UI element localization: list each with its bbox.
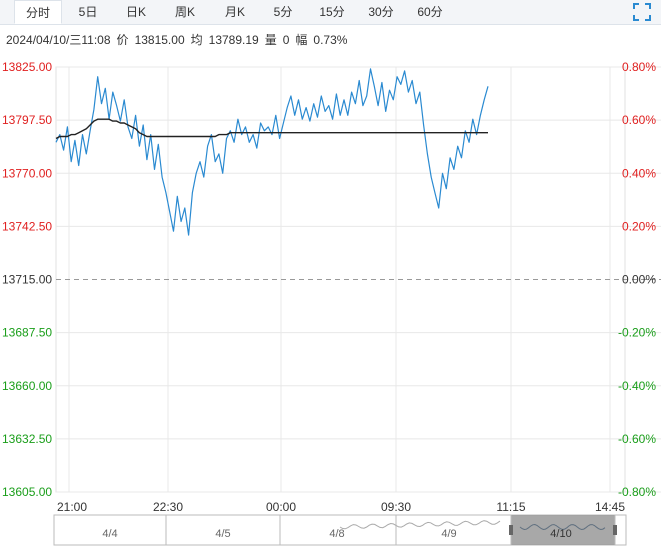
tab-daily-k[interactable]: 日K xyxy=(125,5,146,19)
minimap-sparkline xyxy=(339,520,501,530)
tab-15min[interactable]: 15分 xyxy=(319,5,345,19)
x-tick-label: 09:30 xyxy=(381,500,411,514)
change-value: 0.73% xyxy=(313,33,348,47)
y-tick-left: 13687.50 xyxy=(2,326,52,340)
price-label: 价 xyxy=(116,33,129,47)
y-tick-left: 13632.50 xyxy=(2,432,52,446)
minimap-right-handle[interactable] xyxy=(613,525,617,535)
minimap-sparkline-selected xyxy=(519,523,606,531)
tab-30min[interactable]: 30分 xyxy=(368,5,394,19)
y-tick-right: 0.20% xyxy=(622,219,656,233)
price-line xyxy=(55,68,489,236)
tab-5min[interactable]: 5分 xyxy=(273,5,293,19)
minimap-date-label: 4/8 xyxy=(329,528,344,540)
y-tick-left: 13715.00 xyxy=(2,273,52,287)
change-label: 幅 xyxy=(295,33,308,47)
x-tick-label: 11:15 xyxy=(496,500,525,514)
avg-value: 13789.19 xyxy=(208,33,259,47)
quote-info-bar: 2024/04/10/三11:08 价 13815.00 均 13789.19 量 0 幅 0.… xyxy=(6,31,353,48)
y-tick-right: 0.60% xyxy=(622,113,656,127)
minimap-selection[interactable] xyxy=(511,515,615,545)
price-value: 13815.00 xyxy=(134,33,185,47)
volume-label: 量 xyxy=(264,33,277,47)
minimap-date-label: 4/10 xyxy=(550,528,571,540)
y-tick-left: 13825.00 xyxy=(2,60,52,74)
fullscreen-icon[interactable] xyxy=(633,3,651,21)
y-tick-left: 13797.50 xyxy=(2,113,52,127)
x-tick-label: 21:00 xyxy=(57,500,87,514)
y-tick-right: 0.80% xyxy=(622,60,656,74)
volume-value: 0 xyxy=(282,33,290,47)
average-line xyxy=(55,118,488,140)
tab-weekly-k[interactable]: 周K xyxy=(174,5,195,19)
period-tabbar: 分时 5日 日K 周K 月K 5分 15分 30分 60分 xyxy=(0,0,661,25)
tab-60min[interactable]: 60分 xyxy=(417,5,443,19)
y-tick-left: 13605.00 xyxy=(2,485,52,499)
x-tick-label: 22:30 xyxy=(153,500,183,514)
y-tick-right: -0.80% xyxy=(618,485,656,499)
x-tick-label: 00:00 xyxy=(266,500,296,514)
minimap-date-label: 4/9 xyxy=(441,528,456,540)
y-tick-left: 13742.50 xyxy=(2,219,52,233)
y-tick-right: -0.20% xyxy=(618,326,656,340)
tab-monthly-k[interactable]: 月K xyxy=(224,5,245,19)
y-tick-left: 13660.00 xyxy=(2,379,52,393)
y-tick-left: 13770.00 xyxy=(2,166,52,180)
y-tick-right: -0.60% xyxy=(618,432,656,446)
quote-datetime: 2024/04/10/三11:08 xyxy=(6,33,111,47)
y-tick-right: 0.00% xyxy=(622,273,656,287)
minimap-date-label: 4/4 xyxy=(102,528,117,540)
tab-intraday[interactable]: 分时 xyxy=(14,0,62,24)
x-tick-label: 14:45 xyxy=(595,500,625,514)
avg-label: 均 xyxy=(190,33,203,47)
y-tick-right: -0.40% xyxy=(618,379,656,393)
minimap-date-label: 4/5 xyxy=(215,528,230,540)
minimap-left-handle[interactable] xyxy=(509,525,513,535)
tab-5day[interactable]: 5日 xyxy=(78,5,98,19)
y-tick-right: 0.40% xyxy=(622,166,656,180)
